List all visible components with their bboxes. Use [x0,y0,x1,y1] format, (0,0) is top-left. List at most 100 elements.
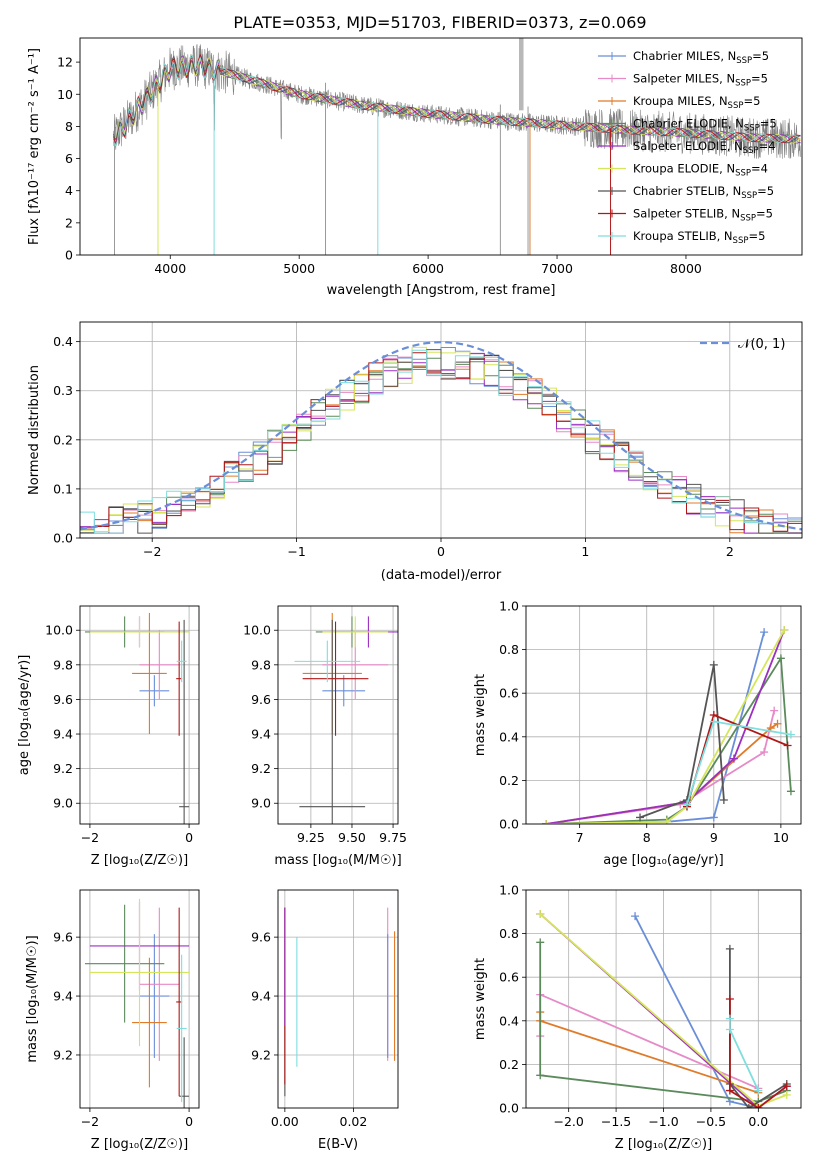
x-tick-label: −2 [81,830,99,845]
y-tick-label: 9.0 [251,796,271,811]
y-tick-label: 0.4 [499,729,519,744]
weight-line [686,720,792,805]
y-tick-label: 9.4 [251,989,271,1004]
weight-marker [782,1082,791,1091]
y-tick-label: 9.0 [53,796,73,811]
weight-line [729,999,788,1108]
y-tick-label: 0.4 [53,334,73,349]
weight-marker [729,754,738,763]
weight-line [729,1018,760,1091]
legend-text: Chabrier STELIB, N [633,184,741,198]
y-tick-label: 9.6 [53,930,73,945]
x-tick-label: 0.0 [748,1114,768,1129]
y-tick-label: 9.6 [53,692,73,707]
legend-label: Chabrier STELIB, NSSP=5 [633,184,774,201]
x-tick-label: 0.02 [340,1114,368,1129]
histogram-steps [80,341,802,534]
histogram-8 [80,349,802,534]
y-tick-label: 0.6 [499,686,519,701]
weight-marker [725,1086,734,1095]
weight-marker [776,654,785,663]
legend-tail: =5 [752,49,769,63]
y-tick-label: 0.2 [499,1057,519,1072]
legend-tail: =4 [751,162,768,176]
y-tick-label: 9.4 [53,727,73,742]
weight-marker [536,909,545,918]
chart-layer: 4000 5000 6000 7000 8000024681012wavelength … [17,37,803,1152]
legend-label: 𝒩(0, 1) [738,337,785,352]
weight-marker [631,912,640,921]
y-tick-label: 9.2 [251,1047,271,1062]
figure-title: PLATE=0353, MJD=51703, FIBERID=0373, z=0… [233,13,646,32]
legend-sub: SSP [736,56,752,66]
y-tick-label: 9.2 [53,761,73,776]
x-tick-label: 5000 [283,261,315,276]
x-tick-label: 0 [185,830,193,845]
y-tick-label: 0.3 [53,383,73,398]
legend-sub: SSP [735,79,751,89]
x-tick-label: −1.0 [648,1114,678,1129]
x-tick-label: 8000 [670,261,702,276]
x-tick-label: 9 [710,830,718,845]
weight-marker [725,1025,734,1034]
weight_vs_age-lines [542,625,795,824]
legend-sub: SSP [728,101,744,111]
mass_vs_ebv-points [284,907,396,1097]
weight-line [539,1012,759,1094]
weight-marker [786,787,795,796]
spectrum-axes: 4000 5000 6000 7000 8000 0 2 4 6 8 10 12 [57,55,702,276]
weight-marker [682,800,691,809]
x-axis-label: E(B-V) [318,1137,358,1152]
age_vs_Z-axes: −2 0 9.0 9.2 9.4 9.6 9.8 10.0 [45,606,199,845]
y-tick-label: 9.4 [251,727,271,742]
weight-marker [536,938,545,947]
legend-label: Kroupa STELIB, NSSP=5 [633,229,765,246]
y-tick-label: 0 [65,248,73,263]
y-tick-label: 0.4 [499,1013,519,1028]
weight-marker [709,717,718,726]
x-axis-label: (data-model)/error [381,568,502,583]
x-axis-label: Z [log₁₀(Z/Z☉)] [615,1137,712,1152]
x-tick-label: 0 [185,1114,193,1129]
y-tick-label: 9.8 [53,657,73,672]
y-tick-label: 0.1 [53,481,73,496]
residuals-frame [79,321,803,539]
model-spectrum [113,54,801,148]
weight-marker [780,625,789,634]
legend-text: Chabrier MILES, N [633,49,736,63]
legend-sub: SSP [733,236,749,246]
weight-marker [709,813,718,822]
legend-label: Salpeter STELIB, NSSP=5 [633,207,773,224]
y-tick-label: 4 [65,183,73,198]
weight-marker [662,817,671,824]
weight-marker [719,796,728,805]
y-axis-label: age [log₁₀(age/yr)] [17,655,32,776]
y-tick-label: 0.0 [53,531,73,546]
x-tick-label: 10 [773,830,789,845]
legend-label: Salpeter MILES, NSSP=5 [633,72,768,89]
weight-line [545,629,786,824]
y-tick-label: 9.2 [53,1047,73,1062]
x-axis-label: Z [log₁₀(Z/Z☉)] [91,853,188,868]
weight-marker [536,1071,545,1080]
weight-marker [754,1104,763,1108]
legend-text: Kroupa STELIB, N [633,229,733,243]
legend-label: Chabrier MILES, NSSP=5 [633,49,769,66]
legend-text: Kroupa ELODIE, N [633,162,735,176]
legend-text: Chabrier ELODIE, N [633,117,744,131]
legend-tail: =5 [751,72,768,86]
age_vs_Z-frame [79,605,200,825]
y-tick-label: 8 [65,119,73,134]
legend-label: Kroupa MILES, NSSP=5 [633,94,760,111]
spectrum-frame [79,37,803,256]
model-spectrum [113,55,801,145]
x-tick-label: −1 [287,544,305,559]
age_vs_Z-points [84,612,190,824]
y-tick-label: 0.2 [53,432,73,447]
x-tick-label: −2.0 [553,1114,583,1129]
y-axis-label: Flux [fλ10⁻¹⁷ erg cm⁻² s⁻¹ A⁻¹] [27,48,42,245]
x-tick-label: 1 [581,544,589,559]
y-tick-label: 10.0 [45,623,73,638]
mass_vs_Z-points [84,898,190,1108]
